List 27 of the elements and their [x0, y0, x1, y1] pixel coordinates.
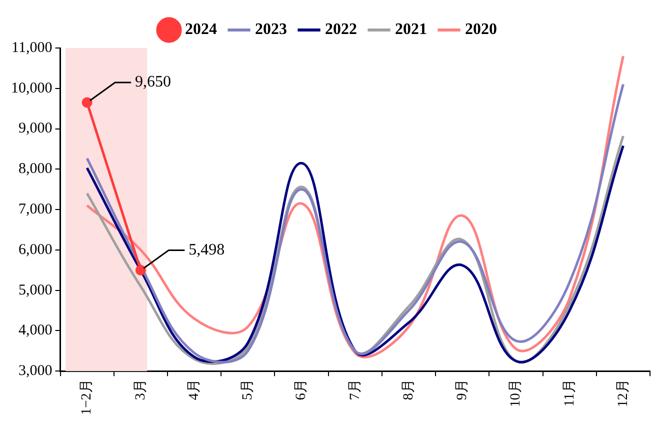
- legend-label: 2021: [395, 21, 427, 38]
- x-tick-label: 1−2月: [80, 379, 95, 416]
- y-tick-label: 11,000: [12, 40, 52, 56]
- x-tick-label: 3月: [133, 379, 148, 400]
- y-tick-label: 3,000: [18, 363, 52, 380]
- y-tick-label: 7,000: [18, 201, 52, 218]
- annotation: 5,498: [188, 241, 225, 258]
- legend-label: 2024: [185, 21, 217, 38]
- y-tick-label: 5,000: [18, 282, 52, 298]
- annotation: 9,650: [135, 74, 172, 91]
- legend-label: 2022: [325, 21, 357, 38]
- y-tick-label: 4,000: [18, 322, 52, 339]
- x-tick-label: 7月: [348, 379, 363, 400]
- x-tick-label: 4月: [186, 379, 202, 400]
- x-tick-label: 9月: [455, 379, 470, 400]
- x-tick-label: 11月: [562, 379, 578, 407]
- y-tick-label: 9,000: [18, 120, 52, 137]
- x-tick-label: 8月: [401, 379, 416, 400]
- x-tick-label: 5月: [240, 379, 256, 400]
- y-tick-label: 6,000: [18, 242, 52, 258]
- legend-label: 2023: [255, 21, 287, 38]
- x-tick-label: 12月: [616, 379, 631, 408]
- legend-label: 2020: [465, 21, 497, 38]
- x-tick-label: 6月: [294, 379, 310, 400]
- y-tick-label: 8,000: [18, 161, 52, 178]
- y-tick-label: 10,000: [11, 80, 52, 96]
- x-tick-label: 10月: [508, 379, 524, 408]
